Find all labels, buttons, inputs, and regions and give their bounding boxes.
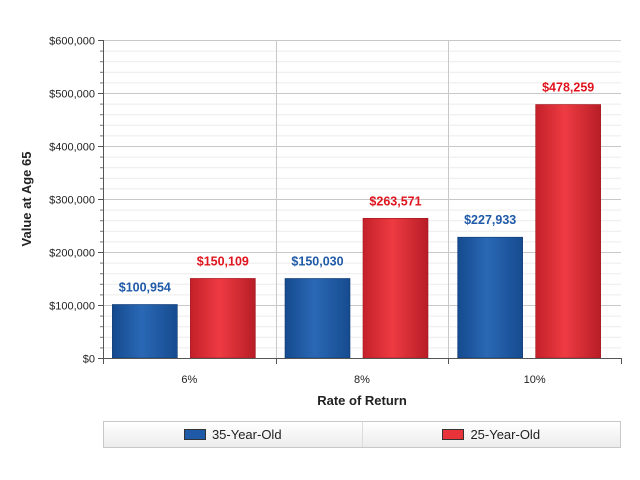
bar-25-year-old-2[interactable] (535, 104, 601, 359)
bars (112, 104, 601, 359)
y-tick-label: $0 (83, 354, 95, 366)
bar-35-year-old-1[interactable] (284, 278, 351, 359)
y-tick-label: $200,000 (49, 248, 95, 260)
legend-swatch-35-year-old (183, 429, 206, 440)
y-tick-label: $600,000 (49, 36, 95, 48)
bar-35-year-old-2[interactable] (457, 236, 523, 359)
gridlines (103, 40, 621, 358)
legend: 35-Year-Old 25-Year-Old (103, 421, 621, 448)
legend-item-25-year-old[interactable]: 25-Year-Old (363, 422, 621, 447)
legend-label-35-year-old: 35-Year-Old (211, 427, 282, 442)
y-tick-label: $500,000 (49, 89, 95, 101)
y-axis-title: Value at Age 65 (19, 152, 34, 247)
axes (98, 40, 622, 364)
bar-25-year-old-0[interactable] (190, 278, 256, 359)
y-tick-label: $100,000 (49, 301, 95, 313)
data-label: $100,954 (119, 280, 171, 294)
y-tick-label: $400,000 (49, 142, 95, 154)
x-tick-label: 8% (354, 374, 370, 386)
x-tick-label: 6% (181, 374, 197, 386)
data-label: $478,259 (542, 81, 594, 95)
bar-25-year-old-1[interactable] (362, 218, 429, 359)
bar-35-year-old-0[interactable] (112, 304, 178, 359)
data-label: $227,933 (464, 213, 516, 227)
data-label: $150,030 (291, 254, 343, 268)
legend-item-35-year-old[interactable]: 35-Year-Old (104, 422, 363, 447)
data-label: $150,109 (197, 254, 249, 268)
x-axis-title: Rate of Return (317, 393, 407, 408)
legend-swatch-25-year-old (442, 429, 465, 440)
legend-label-25-year-old: 25-Year-Old (470, 427, 541, 442)
labels: $0 $100,000 $200,000 $300,000 $400,000 $500,0… (49, 36, 594, 387)
data-label: $263,571 (369, 194, 421, 208)
x-tick-label: 10% (524, 374, 546, 386)
y-tick-label: $300,000 (49, 195, 95, 207)
